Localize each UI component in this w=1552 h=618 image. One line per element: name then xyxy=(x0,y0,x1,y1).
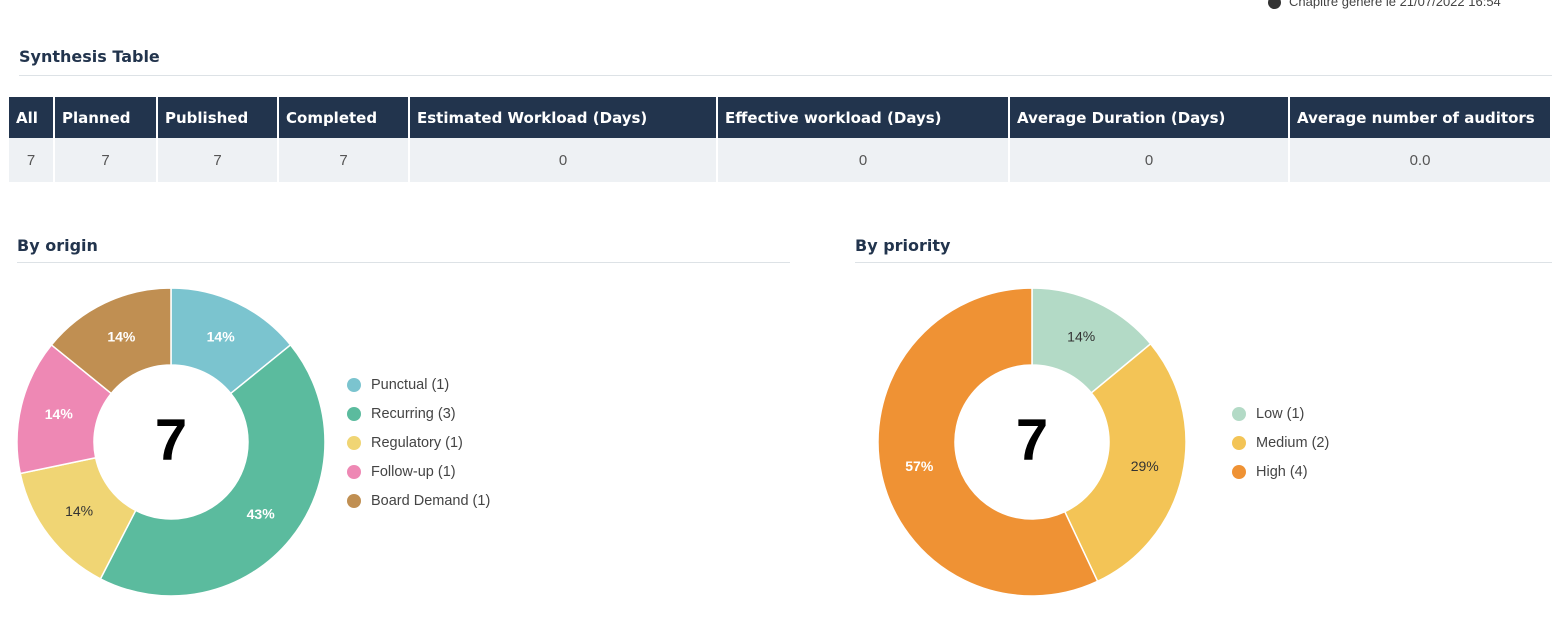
column-header: Average Duration (Days) xyxy=(1009,97,1290,138)
table-body: 7 7 7 7 0 0 0 0.0 xyxy=(9,138,1552,182)
legend-swatch xyxy=(1232,407,1246,421)
column-header: Published xyxy=(157,97,279,138)
generated-note: Chapitre généré le 21/07/2022 16:54 xyxy=(1268,0,1501,10)
table-cell: 0 xyxy=(1009,138,1290,182)
column-header: All xyxy=(9,97,55,138)
slice-label: 14% xyxy=(107,328,136,344)
legend-swatch xyxy=(1232,436,1246,450)
slice-label: 29% xyxy=(1131,458,1159,474)
slice-value: 14 xyxy=(207,328,223,344)
column-header: Completed xyxy=(278,97,410,138)
legend-label: Follow-up (1) xyxy=(371,464,456,480)
slice-label: 14% xyxy=(65,503,93,519)
legend-label: Board Demand (1) xyxy=(371,493,490,509)
slice-label: 57% xyxy=(905,458,934,474)
center-value: 7 xyxy=(1016,407,1048,472)
slice-value: 14 xyxy=(1067,328,1083,344)
slice-label: 14% xyxy=(207,328,236,344)
table-cell: 0 xyxy=(409,138,718,182)
table-row: 7 7 7 7 0 0 0 0.0 xyxy=(9,138,1552,182)
center-value: 7 xyxy=(155,407,187,472)
legend-label: High (4) xyxy=(1256,464,1308,480)
slice-value: 29 xyxy=(1131,458,1147,474)
section-title: Synthesis Table xyxy=(19,47,160,66)
table-cell: 0.0 xyxy=(1289,138,1552,182)
legend-swatch xyxy=(347,494,361,508)
slice-value: 14 xyxy=(107,328,123,344)
slice-label: 14% xyxy=(1067,328,1095,344)
synthesis-table: All Planned Published Completed Estimated Wo… xyxy=(9,97,1552,182)
legend-swatch xyxy=(1232,465,1246,479)
divider xyxy=(17,262,790,263)
divider xyxy=(855,262,1552,263)
slice-value: 14 xyxy=(65,503,81,519)
table-cell: 7 xyxy=(54,138,158,182)
table-cell: 7 xyxy=(157,138,279,182)
slice-label: 14% xyxy=(45,405,74,421)
slice-value: 43 xyxy=(247,506,263,522)
donut-slice xyxy=(99,343,326,597)
slice-value: 14 xyxy=(45,405,61,421)
legend-label: Recurring (3) xyxy=(371,406,456,422)
legend-label: Regulatory (1) xyxy=(371,435,463,451)
divider xyxy=(19,75,1552,76)
legend-label: Punctual (1) xyxy=(371,377,449,393)
chart-title: By priority xyxy=(855,236,951,255)
legend-label: Medium (2) xyxy=(1256,435,1329,451)
legend-swatch xyxy=(347,436,361,450)
generated-text: Chapitre généré le 21/07/2022 16:54 xyxy=(1289,0,1501,9)
legend-swatch xyxy=(347,465,361,479)
column-header: Average number of auditors xyxy=(1289,97,1552,138)
legend-swatch xyxy=(347,407,361,421)
header-row: All Planned Published Completed Estimated Wo… xyxy=(9,97,1552,138)
column-header: Planned xyxy=(54,97,158,138)
column-header: Estimated Workload (Days) xyxy=(409,97,718,138)
table-cell: 0 xyxy=(717,138,1010,182)
donut-slice xyxy=(50,287,172,395)
donut-slice xyxy=(877,287,1099,597)
legend-swatch xyxy=(347,378,361,392)
table-cell: 7 xyxy=(9,138,55,182)
column-header: Effective workload (Days) xyxy=(717,97,1010,138)
chart-title: By origin xyxy=(17,236,98,255)
table-cell: 7 xyxy=(278,138,410,182)
legend-label: Low (1) xyxy=(1256,406,1304,422)
slice-value: 57 xyxy=(905,458,921,474)
info-icon xyxy=(1268,0,1281,10)
donut-slice xyxy=(1063,342,1187,583)
slice-label: 43% xyxy=(247,506,276,522)
